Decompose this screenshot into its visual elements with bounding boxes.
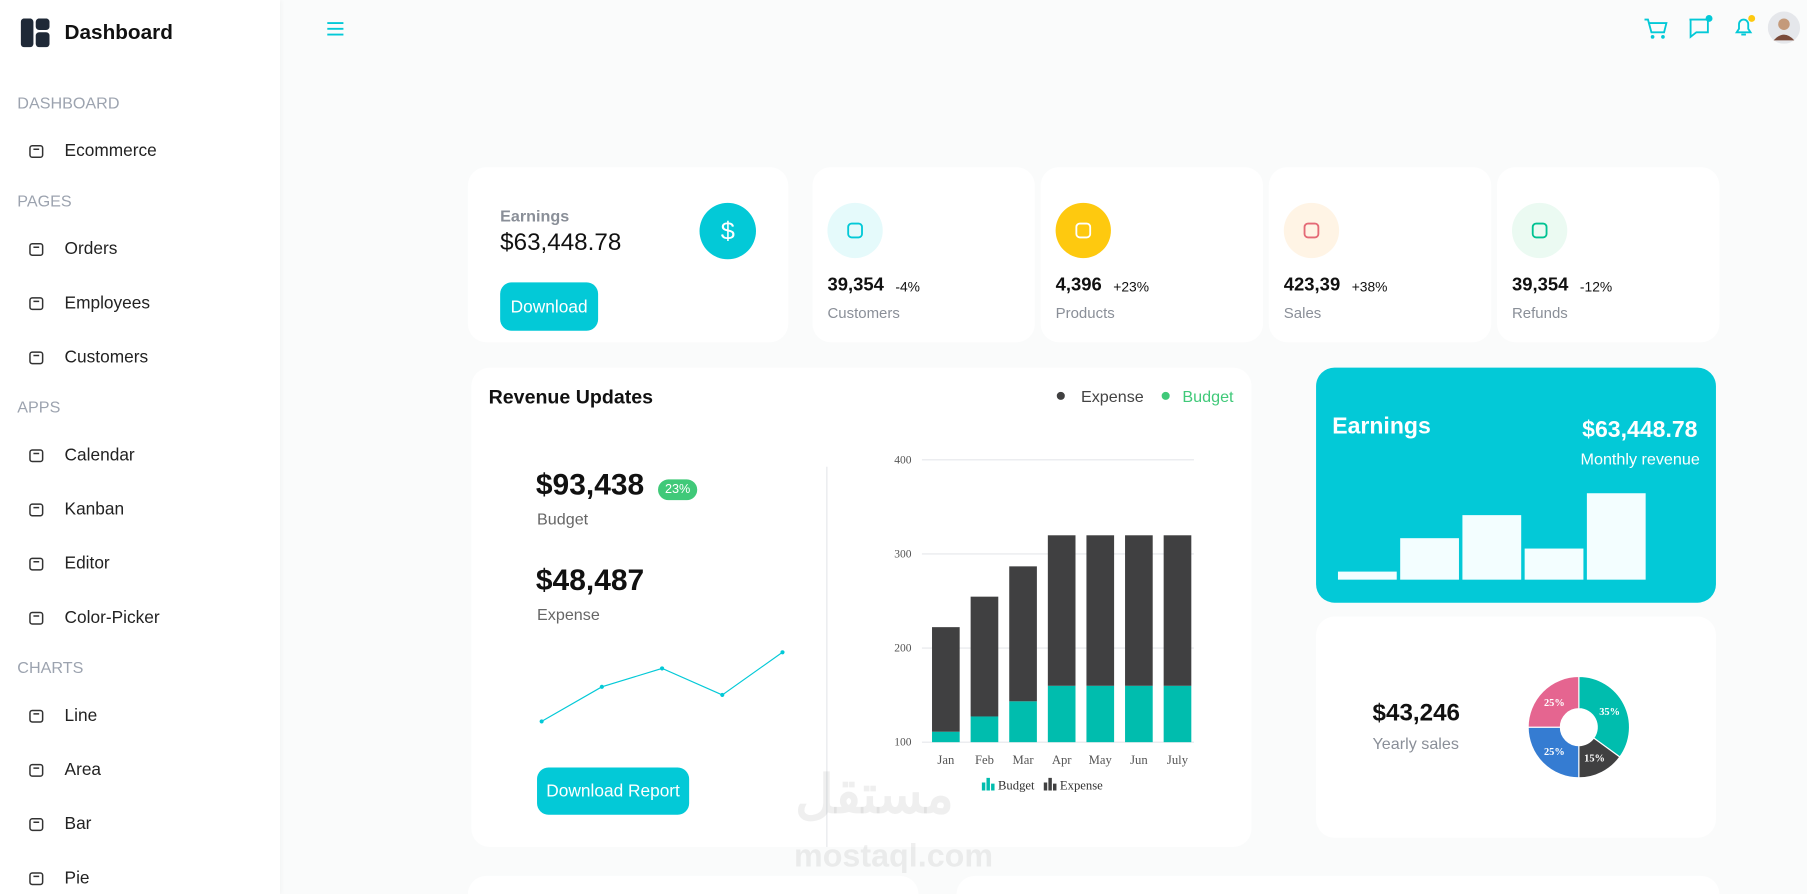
yearly-amount: $43,246	[1372, 699, 1461, 727]
nav-icon	[29, 872, 44, 886]
nav-item[interactable]: Pie	[64, 868, 90, 888]
sidebar: Dashboard DASHBOARD Ecommerce PAGES Orders E…	[0, 0, 281, 894]
nav-icon	[29, 557, 44, 571]
legend-dot	[1056, 391, 1065, 400]
budget-label: Budget	[537, 509, 589, 528]
download-button[interactable]: Download	[500, 282, 599, 331]
earnings-card: Earnings $63,448.78 $ Download	[467, 167, 789, 343]
stat-glyph	[1075, 222, 1092, 239]
bottom-card	[467, 875, 919, 894]
chat-icon[interactable]	[1686, 13, 1716, 41]
budget-amount: $93,438	[535, 466, 645, 502]
stat-value: 39,354	[1511, 275, 1569, 296]
nav-item[interactable]: Bar	[64, 814, 92, 834]
nav-item[interactable]: Orders	[64, 239, 118, 259]
brand[interactable]: Dashboard	[64, 20, 173, 44]
nav-item[interactable]: Line	[64, 705, 98, 726]
bottom-card	[956, 875, 1720, 894]
expense-amount: $48,487	[535, 562, 645, 597]
stat-value: 423,39	[1283, 275, 1341, 296]
avatar[interactable]	[1767, 11, 1801, 44]
stat-icon	[1055, 202, 1111, 259]
nav-icon	[29, 503, 44, 517]
stat-glyph	[1303, 222, 1320, 239]
stat-label: Products	[1055, 304, 1115, 322]
earnings-amount: $63,448.78	[500, 229, 622, 256]
stat-icon	[1283, 202, 1340, 259]
stat-change: -4%	[895, 278, 920, 296]
nav-icon	[29, 242, 44, 257]
stat-value: 39,354	[827, 275, 884, 296]
section-label: APPS	[17, 397, 61, 417]
nav-icon	[29, 145, 44, 159]
monthly-amount: $63,448.78	[1582, 417, 1698, 443]
nav-icon	[29, 763, 44, 777]
stat-card: 4,396 Products +23%	[1040, 167, 1264, 343]
watermark-arabic: مستقل	[795, 764, 954, 824]
nav-item[interactable]: Calendar	[64, 445, 135, 466]
stat-glyph	[847, 222, 863, 239]
monthly-subtitle: Monthly revenue	[1580, 449, 1700, 468]
expense-label: Expense	[537, 605, 600, 624]
cart-icon[interactable]	[1642, 16, 1670, 41]
stat-change: +23%	[1113, 278, 1150, 296]
stat-value: 4,396	[1055, 275, 1102, 296]
revenue-title: Revenue Updates	[488, 386, 654, 408]
download-report-button[interactable]: Download Report	[537, 767, 690, 815]
menu-button[interactable]	[326, 21, 344, 37]
nav-item[interactable]: Ecommerce	[64, 141, 157, 161]
section-label: CHARTS	[17, 658, 84, 677]
budget-badge: 23%	[658, 479, 698, 501]
monthly-card: Earnings $63,448.78 Monthly revenue	[1316, 367, 1716, 603]
section-label: DASHBOARD	[17, 93, 120, 112]
nav-item[interactable]: Customers	[64, 347, 149, 368]
legend-expense[interactable]: Expense	[1080, 387, 1144, 406]
nav-item[interactable]: Editor	[64, 553, 110, 574]
legend-budget[interactable]: Budget	[1182, 387, 1234, 406]
nav-icon	[29, 818, 44, 832]
stat-label: Sales	[1283, 304, 1322, 322]
stat-icon	[1511, 202, 1568, 259]
nav-icon	[29, 297, 44, 311]
stat-change: -12%	[1579, 278, 1613, 296]
stat-glyph	[1531, 222, 1548, 239]
stat-label: Refunds	[1511, 304, 1568, 322]
nav-icon	[29, 611, 44, 625]
stat-card: 423,39 Sales +38%	[1268, 167, 1492, 343]
yearly-card: $43,246 Yearly sales	[1316, 616, 1716, 838]
nav-item[interactable]: Area	[64, 760, 102, 780]
nav-item[interactable]: Kanban	[64, 499, 125, 520]
nav-icon	[29, 351, 44, 365]
stat-card: 39,354 Customers -4%	[812, 167, 1035, 343]
earnings-label: Earnings	[500, 206, 570, 225]
stat-change: +38%	[1351, 278, 1388, 296]
earnings-icon: $	[699, 202, 756, 260]
legend-dot	[1161, 391, 1170, 400]
stat-icon	[827, 202, 883, 259]
brand-logo	[20, 18, 50, 48]
watermark-latin: mostaql.com	[794, 837, 994, 874]
nav-icon	[29, 449, 44, 463]
bell-icon[interactable]	[1731, 13, 1761, 41]
revenue-card: Revenue Updates Expense Budget $93,438 2…	[471, 367, 1252, 848]
nav-item[interactable]: Color-Picker	[64, 607, 160, 628]
monthly-title: Earnings	[1332, 413, 1431, 440]
stat-label: Customers	[827, 304, 900, 322]
nav-item[interactable]: Employees	[64, 293, 151, 313]
stat-card: 39,354 Refunds -12%	[1496, 167, 1720, 343]
yearly-label: Yearly sales	[1372, 734, 1459, 753]
nav-icon	[29, 709, 44, 723]
section-label: PAGES	[17, 191, 72, 210]
divider	[826, 466, 828, 848]
